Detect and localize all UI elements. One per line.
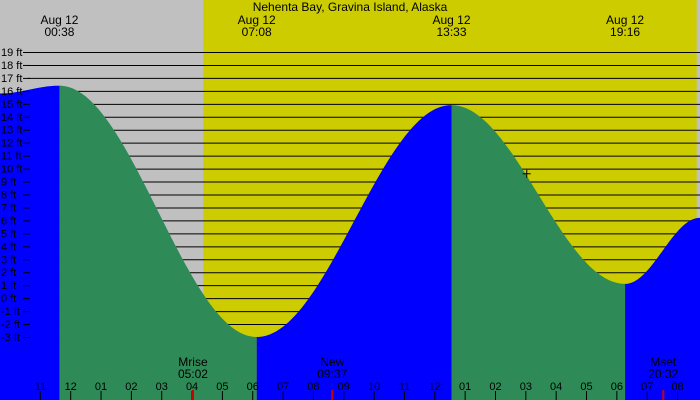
hour-tick-label: 03 (520, 381, 532, 393)
y-tick-label: 17 ft (1, 73, 22, 85)
hour-tick-label: 10 (368, 381, 380, 393)
hour-tick-label: 12 (65, 381, 77, 393)
falling-tide-area (451, 105, 626, 400)
hour-tick-label: 11 (399, 381, 410, 393)
moon-event-time: 05:02 (178, 367, 208, 381)
y-tick-label: 18 ft (1, 60, 22, 72)
y-tick-label: -3 ft (1, 332, 20, 344)
tide-event-date: Aug 12 (238, 13, 276, 27)
rising-tide-area (0, 85, 60, 400)
tide-event-date: Aug 12 (606, 13, 644, 27)
y-tick-label: 5 ft (1, 228, 16, 240)
tide-event-date: Aug 12 (40, 13, 78, 27)
rising-tide-area (625, 217, 700, 400)
hour-tick-label: 01 (95, 381, 107, 393)
y-tick-label: 4 ft (1, 241, 16, 253)
hour-tick-label: 12 (429, 381, 441, 393)
hour-tick-label: 07 (641, 381, 653, 393)
falling-tide-area (59, 85, 257, 400)
moon-event-time: 09:37 (317, 367, 347, 381)
tide-event-time: 13:33 (436, 25, 466, 39)
y-tick-label: 3 ft (1, 254, 16, 266)
hour-tick-label: 02 (489, 381, 501, 393)
tide-event-date: Aug 12 (432, 13, 470, 27)
hour-tick-label: 01 (459, 381, 471, 393)
tide-event-time: 00:38 (44, 25, 74, 39)
moon-event-time: 20:32 (648, 367, 678, 381)
y-tick-label: 2 ft (1, 267, 16, 279)
y-tick-label: 7 ft (1, 202, 16, 214)
moon-event-label: Mset (650, 355, 677, 369)
y-tick-label: 10 ft (1, 164, 22, 176)
y-tick-label: 11 ft (1, 151, 22, 163)
rising-tide-area (256, 105, 452, 400)
hour-tick-label: 02 (125, 381, 137, 393)
y-tick-label: 12 ft (1, 138, 22, 150)
tide-event-time: 19:16 (610, 25, 640, 39)
hour-tick-label: 07 (277, 381, 289, 393)
y-tick-label: 0 ft (1, 293, 16, 305)
y-tick-label: 19 ft (1, 47, 22, 59)
hour-tick-label: 09 (338, 381, 350, 393)
hour-tick-label: 06 (247, 381, 259, 393)
hour-tick-label: 11 (35, 381, 46, 393)
moon-event-label: New (320, 355, 344, 369)
chart-title: Nehenta Bay, Gravina Island, Alaska (253, 0, 448, 14)
hour-tick-label: 08 (671, 381, 683, 393)
hour-tick-label: 05 (216, 381, 228, 393)
hour-tick-label: 03 (156, 381, 168, 393)
y-tick-label: 1 ft (1, 280, 16, 292)
moon-event-label: Mrise (178, 355, 208, 369)
y-tick-label: 14 ft (1, 112, 22, 124)
hour-tick-label: 05 (580, 381, 592, 393)
y-tick-label: 15 ft (1, 99, 22, 111)
hour-tick-label: 04 (186, 381, 198, 393)
y-tick-label: 9 ft (1, 177, 16, 189)
y-tick-label: 13 ft (1, 125, 22, 137)
y-tick-label: 16 ft (1, 86, 22, 98)
hour-tick-label: 04 (550, 381, 562, 393)
hour-tick-label: 06 (611, 381, 623, 393)
y-tick-label: 8 ft (1, 190, 16, 202)
tide-event-time: 07:08 (242, 25, 272, 39)
y-tick-label: -2 ft (1, 319, 20, 331)
y-tick-label: -1 ft (1, 306, 20, 318)
y-tick-label: 6 ft (1, 215, 16, 227)
hour-tick-label: 08 (307, 381, 319, 393)
